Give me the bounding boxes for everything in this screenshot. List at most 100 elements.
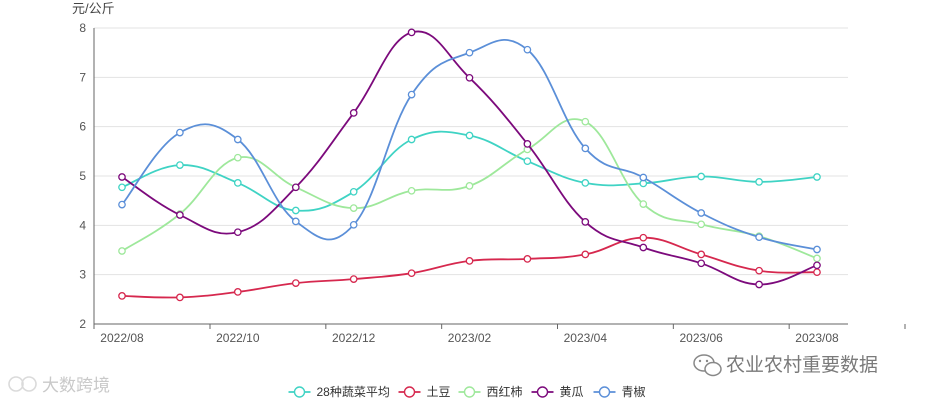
data-point [176,293,184,302]
data-point [291,217,300,226]
y-tick-label: 4 [79,218,86,232]
data-point [233,228,242,237]
data-point [697,220,706,229]
x-tick-label: 2023/06 [679,331,723,345]
data-point [349,187,358,196]
data-point [523,45,532,54]
legend-marker-icon [463,386,476,398]
data-point [291,279,300,287]
y-tick-label: 2 [79,317,86,331]
series-2 [118,117,821,263]
series-line [121,130,818,212]
data-point [407,186,416,195]
data-point [349,204,358,212]
watermark-logo-icon [8,376,37,392]
data-point [118,292,126,300]
data-point [118,200,126,209]
data-point [581,179,590,187]
data-point [233,288,242,296]
series-3 [118,28,821,289]
legend-marker-icon [293,386,306,398]
data-point [639,243,648,252]
data-point [233,153,242,162]
y-tick-label: 6 [79,120,86,134]
y-unit-label: 元/公斤 [72,1,115,16]
data-point [581,250,590,259]
legend-label: 西红柿 [487,384,523,399]
legend-item[interactable]: 土豆 [398,385,451,399]
data-point [349,109,358,117]
y-tick-label: 5 [79,169,86,183]
data-point [697,172,706,181]
data-point [349,275,358,283]
data-point [755,280,763,289]
watermark-left: 大数跨境 [8,376,110,396]
watermark-right-text: 农业农村重要数据 [726,354,878,376]
series-4 [118,39,821,254]
series-layer [118,28,821,302]
data-point [581,117,590,126]
legend[interactable]: 28种蔬菜平均 土豆 西红柿 黄瓜 青椒 [288,384,646,399]
legend-item[interactable]: 西红柿 [458,384,523,399]
legend-label: 青椒 [622,385,646,399]
data-point [118,247,126,255]
series-0 [118,130,821,215]
data-point [523,157,532,166]
data-point [407,135,416,144]
watermark-right: 农业农村重要数据 [693,354,878,377]
legend-marker-icon [536,386,549,398]
legend-marker-icon [403,386,416,398]
y-tick-label: 3 [79,268,86,282]
data-point [581,144,590,153]
data-point [465,257,474,265]
data-point [813,268,821,277]
data-point [118,173,126,181]
x-tick-label: 2023/04 [564,331,608,345]
x-tick-label: 2022/12 [332,331,376,345]
data-point [233,135,242,144]
data-point [233,179,242,187]
legend-item[interactable]: 青椒 [593,385,646,399]
data-point [407,269,416,278]
data-point [639,233,648,242]
data-point [465,131,474,140]
data-point [813,245,821,254]
x-tick-label: 2022/10 [216,331,260,345]
data-point [639,200,648,208]
data-point [291,183,300,192]
data-point [465,182,474,190]
data-point [523,140,532,148]
x-axis: 2022/08 2022/10 2022/12 2023/02 2023/04 2023/… [93,323,906,345]
data-point [465,48,474,57]
data-point [813,173,821,181]
x-tick-label: 2022/08 [100,331,144,345]
data-point [176,161,184,169]
data-point [755,233,763,242]
series-line [121,30,818,286]
data-point [755,178,763,186]
y-tick-label: 8 [79,21,86,35]
data-point [581,218,590,226]
data-point [407,28,416,37]
data-point [813,261,821,270]
data-point [176,128,184,137]
legend-label: 土豆 [427,385,451,399]
legend-label: 黄瓜 [560,385,584,399]
data-point [465,73,474,82]
data-point [639,173,648,182]
y-tick-label: 7 [79,70,86,84]
legend-item[interactable]: 28种蔬菜平均 [288,385,390,399]
legend-label: 28种蔬菜平均 [317,385,390,399]
watermark-left-text: 大数跨境 [42,376,110,396]
x-tick-label: 2023/02 [448,331,492,345]
data-point [697,259,706,268]
data-point [407,90,416,99]
wechat-icon [693,354,722,377]
legend-item[interactable]: 黄瓜 [531,385,584,399]
data-point [697,250,706,259]
data-point [813,254,821,263]
legend-marker-icon [598,386,611,398]
data-point [349,220,358,229]
y-axis: 2 3 4 5 6 7 8 [79,21,95,331]
